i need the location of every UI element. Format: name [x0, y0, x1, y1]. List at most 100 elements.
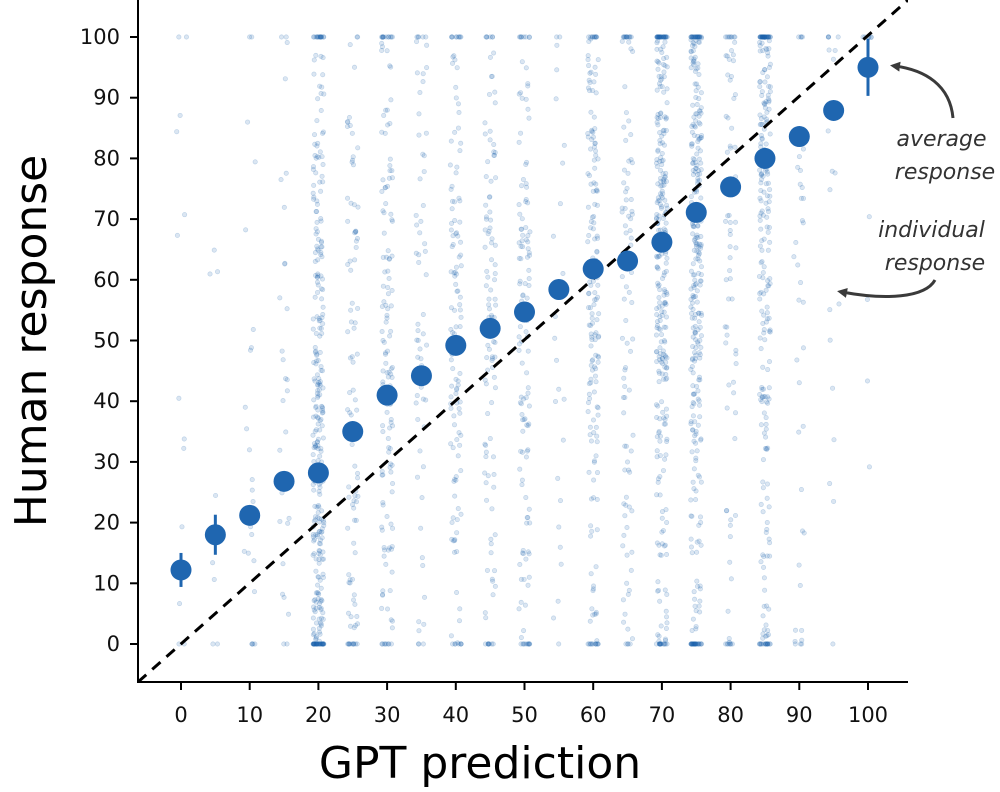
individual-point	[389, 546, 395, 552]
individual-point	[663, 641, 669, 647]
individual-point	[661, 62, 667, 68]
individual-point	[314, 314, 320, 320]
individual-point	[453, 95, 459, 101]
individual-point	[619, 205, 625, 211]
mean-point	[273, 470, 295, 492]
individual-point	[800, 423, 806, 429]
individual-point	[355, 493, 361, 499]
individual-point	[725, 608, 731, 614]
individual-point	[313, 427, 319, 433]
individual-point	[764, 316, 770, 322]
individual-point	[310, 34, 316, 40]
individual-point	[320, 311, 326, 317]
individual-point	[420, 34, 426, 40]
individual-point	[319, 330, 325, 336]
individual-point	[311, 182, 317, 188]
individual-point	[486, 346, 492, 352]
individual-point	[692, 81, 698, 87]
individual-point	[355, 621, 361, 627]
individual-point	[415, 337, 421, 343]
individual-point	[654, 114, 660, 120]
individual-point	[661, 69, 667, 75]
individual-point	[724, 508, 730, 514]
individual-point	[588, 181, 594, 187]
individual-point	[765, 641, 771, 647]
individual-point	[654, 34, 660, 40]
individual-point	[315, 246, 321, 252]
y-tick-label: 90	[93, 86, 120, 110]
individual-point	[355, 475, 361, 481]
individual-point	[760, 635, 766, 641]
individual-point	[381, 230, 387, 236]
individual-point	[554, 67, 560, 73]
individual-point	[593, 148, 599, 154]
individual-point	[560, 160, 566, 166]
individual-point	[692, 54, 698, 60]
individual-point	[727, 231, 733, 237]
individual-point	[663, 116, 669, 122]
individual-point	[320, 574, 326, 580]
individual-point	[518, 34, 524, 40]
individual-point	[379, 44, 385, 50]
y-tick-label: 70	[93, 207, 120, 231]
average-response-arrow	[890, 61, 955, 119]
individual-point	[594, 187, 600, 193]
individual-point	[624, 340, 630, 346]
individual-point	[792, 627, 798, 633]
individual-point	[595, 235, 601, 241]
individual-point	[423, 34, 429, 40]
individual-point	[623, 641, 629, 647]
individual-point	[592, 373, 598, 379]
individual-point	[382, 185, 388, 191]
individual-point	[688, 497, 694, 503]
individual-point	[587, 424, 593, 430]
individual-point	[490, 578, 496, 584]
individual-point	[420, 396, 426, 402]
individual-point	[281, 204, 287, 210]
individual-point	[759, 34, 765, 40]
individual-point	[658, 205, 664, 211]
individual-point	[660, 215, 666, 221]
individual-point	[690, 344, 696, 350]
x-tick-label: 80	[717, 703, 744, 727]
individual-point	[662, 339, 668, 345]
individual-point	[181, 445, 187, 451]
individual-point	[316, 318, 322, 324]
individual-point	[695, 256, 701, 262]
individual-point	[247, 347, 253, 353]
individual-point	[448, 326, 454, 332]
individual-point	[758, 422, 764, 428]
individual-point	[693, 440, 699, 446]
individual-point	[694, 102, 700, 108]
individual-point	[654, 319, 660, 325]
individual-point	[593, 296, 599, 302]
individual-point	[767, 359, 773, 365]
individual-point	[593, 424, 599, 430]
individual-point	[657, 598, 663, 604]
individual-point	[383, 351, 389, 357]
individual-point	[414, 222, 420, 228]
individual-point	[484, 355, 490, 361]
individual-point	[310, 641, 316, 647]
individual-point	[623, 110, 629, 116]
individual-point	[628, 46, 634, 52]
individual-point	[379, 34, 385, 40]
individual-point	[760, 34, 766, 40]
individual-point	[526, 421, 532, 427]
individual-point	[621, 180, 627, 186]
individual-point	[695, 252, 701, 258]
individual-point	[519, 238, 525, 244]
individual-point	[282, 261, 288, 267]
individual-point	[762, 337, 768, 343]
individual-point	[493, 175, 499, 181]
individual-point	[520, 232, 526, 238]
y-tick-label: 10	[93, 571, 120, 595]
individual-point	[662, 636, 668, 642]
individual-point	[318, 91, 324, 97]
individual-point	[520, 550, 526, 556]
individual-point	[657, 300, 663, 306]
individual-point	[590, 34, 596, 40]
individual-point	[697, 598, 703, 604]
individual-point	[314, 154, 320, 160]
